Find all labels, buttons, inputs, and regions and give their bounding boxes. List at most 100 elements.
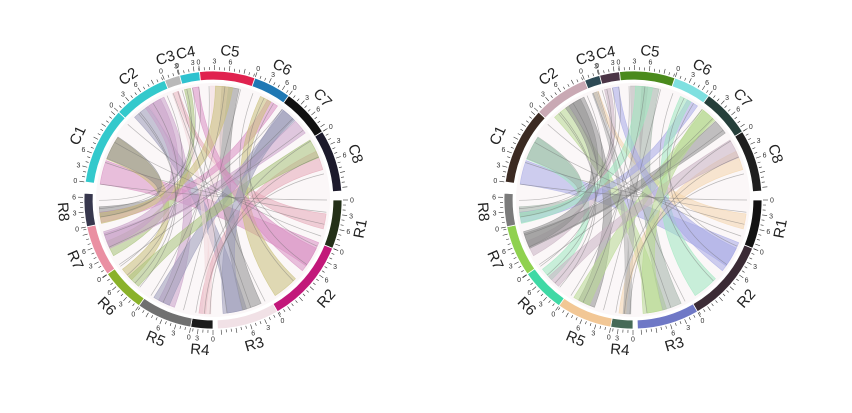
tick-label: 0 [340,250,344,257]
chord-line [100,86,201,218]
segment-label: R6 [514,294,540,320]
tick [85,238,90,241]
tick [123,297,127,302]
tick [534,107,539,112]
tick-label: 3 [174,63,178,70]
tick-label: 3 [89,264,93,271]
tick [539,105,542,108]
tick [243,68,246,74]
tick-label: 3 [349,213,353,220]
tick [143,86,146,90]
tick [340,224,344,226]
tick [503,171,507,173]
segment-arc [584,74,603,90]
tick [724,105,727,108]
tick-label: 0 [517,277,521,284]
tick-label: 0 [529,103,533,110]
tick [514,261,519,265]
tick [749,257,753,260]
segment-c4: 0 3C4 [595,43,621,85]
tick [85,161,89,163]
chord-line [104,109,283,236]
segment-r8: 0 3 6R8 [474,192,517,233]
chord-line [666,97,738,247]
tick [501,221,505,223]
chord-line [547,124,742,237]
tick [295,300,298,303]
chord-line [520,183,748,201]
tick [520,128,524,131]
segment-label: C1 [66,123,90,148]
tick [609,327,611,334]
tick [291,303,294,307]
tick [762,214,768,216]
tick [592,73,594,77]
tick [703,309,706,312]
segment-label: R7 [63,248,86,272]
chord-line [204,173,325,314]
tick [255,72,258,78]
tick [709,90,713,96]
chord-line [134,112,176,284]
tick-label: 0 [770,198,774,205]
tick [162,74,165,80]
tick [142,310,145,313]
tick-label: 6 [134,82,138,89]
tick [159,319,163,325]
segment-label: C5 [219,42,240,61]
tick [90,146,94,149]
tick [317,120,321,124]
tick [746,261,752,265]
tick [503,228,507,231]
tick [505,238,510,241]
segment-c5: 0 3 6C5 [197,42,256,88]
tick [253,73,255,77]
tick-label: 3 [121,92,125,99]
tick [537,290,540,293]
tick-label: 0 [579,69,583,76]
tick-label: 6 [766,229,770,236]
tick [336,239,340,241]
tick [543,297,547,302]
tick [741,270,745,273]
tick [87,156,91,158]
tick [575,317,578,321]
segment-arc [216,303,279,330]
segment-arc [179,71,201,85]
tick [316,278,319,282]
tick [594,324,597,330]
tick-label: 3 [266,325,270,332]
tick [739,274,744,279]
tick [585,321,587,325]
tick [521,123,526,127]
tick-label: 6 [736,107,740,114]
segment-r5: 0 3 6R5 [137,297,193,351]
tick [579,319,583,325]
tick-label: 6 [554,82,558,89]
tick [567,83,570,87]
tick [675,72,678,78]
segment-r5: 0 3 6R5 [557,297,613,351]
chord-line [114,142,325,225]
tick-label: 0 [159,69,163,76]
tick [332,147,336,150]
chord-line [534,142,745,225]
segment-arc [83,192,97,228]
tick [110,111,116,115]
tick [670,324,673,330]
chord-line [246,97,318,247]
segment-label: R5 [563,328,587,351]
tick [550,95,553,99]
tick [337,161,341,164]
chord-line [546,102,599,276]
tick-label: 0 [73,178,77,185]
tick [117,290,120,293]
tick [513,136,519,140]
chord-line [629,156,739,314]
tick [679,321,682,325]
tick [608,69,610,73]
chord-line [98,87,196,201]
tick [563,86,566,90]
tick [727,109,731,112]
